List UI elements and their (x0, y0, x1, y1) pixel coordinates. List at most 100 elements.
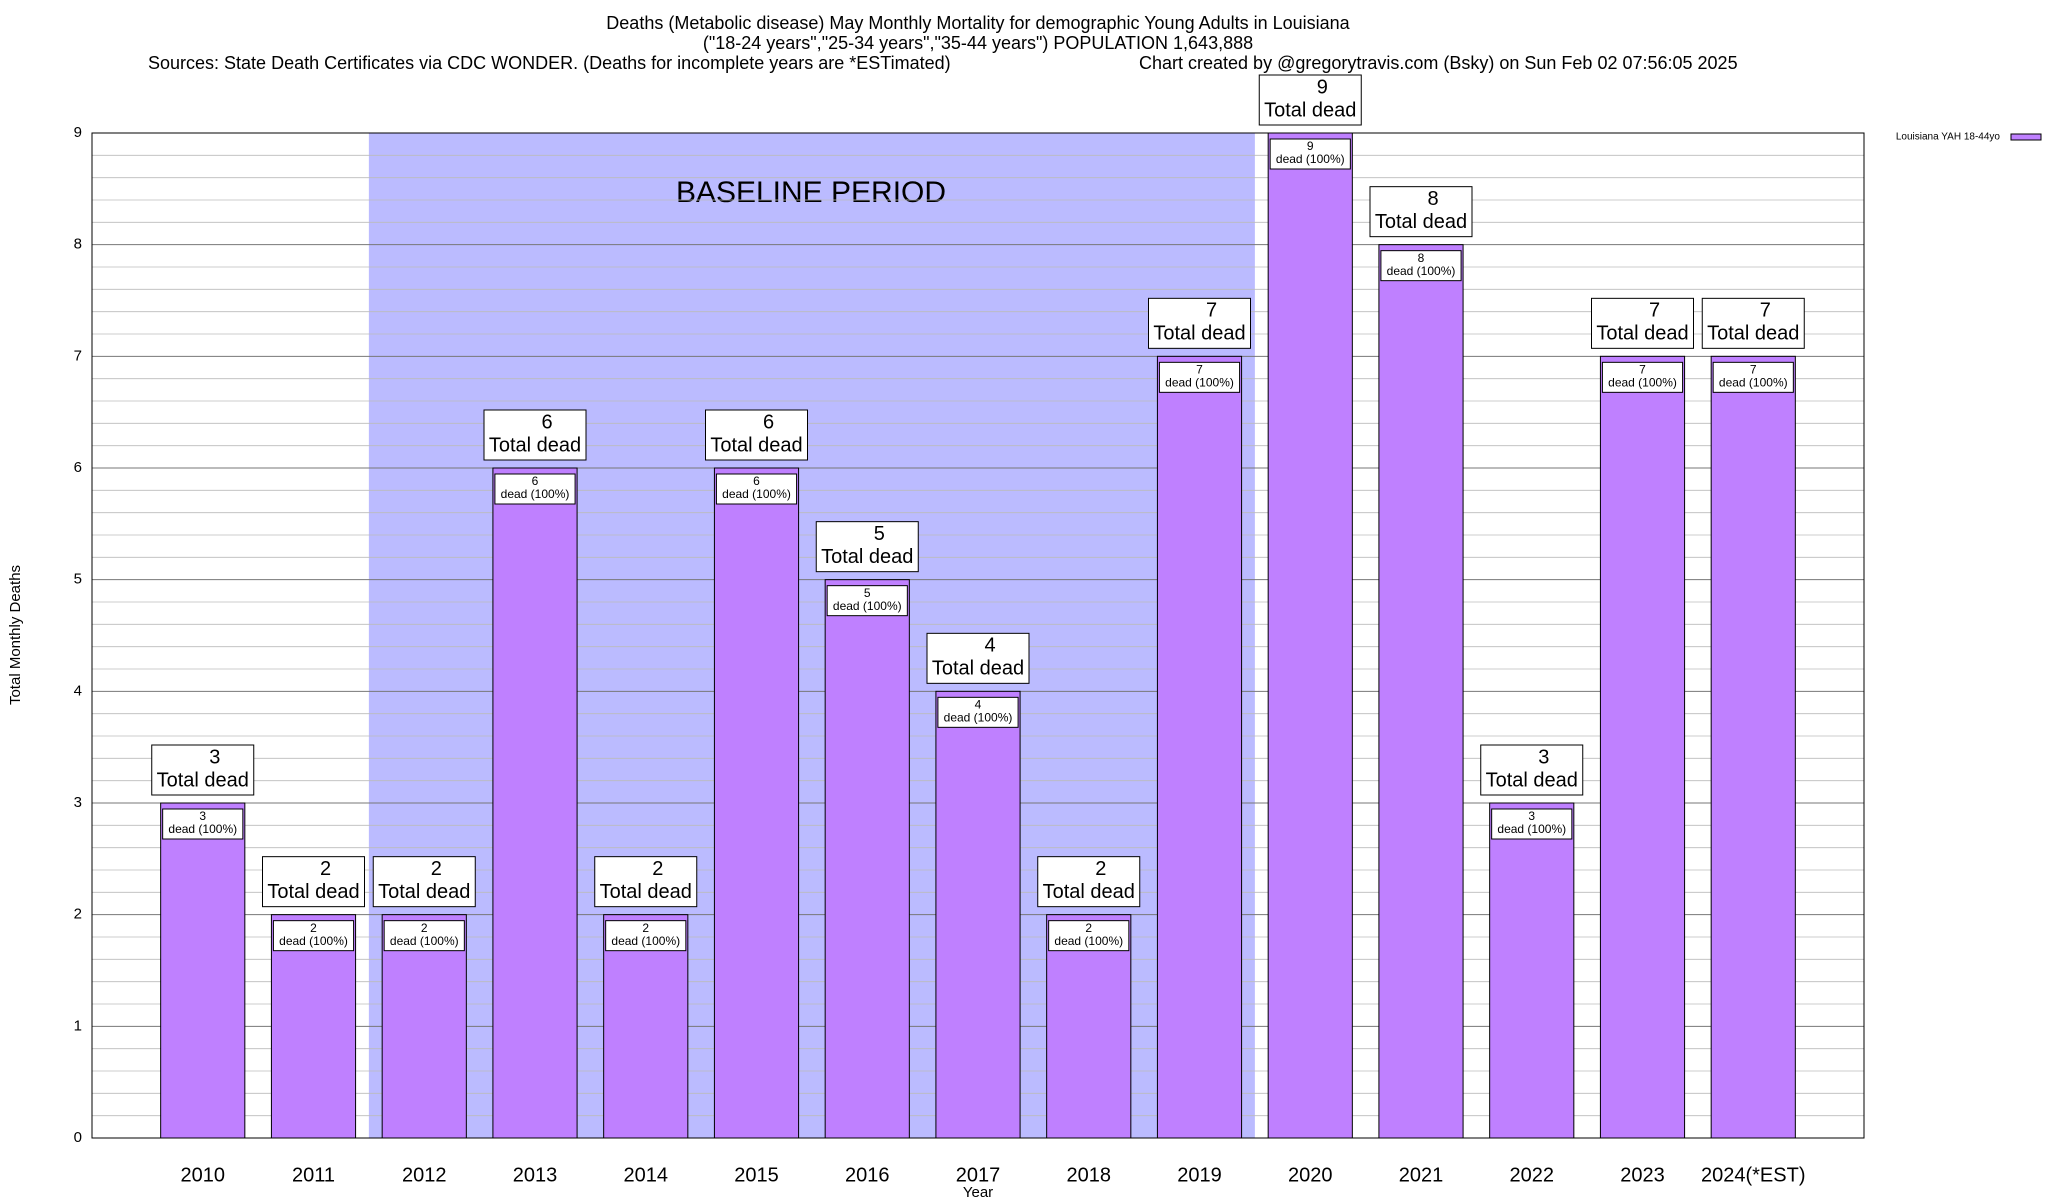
bar (713, 467, 800, 1139)
y-tick-label: 9 (74, 124, 82, 141)
total-label: Total dead (932, 658, 1024, 680)
inner-label-box (1380, 250, 1462, 282)
total-label: Total dead (267, 881, 359, 903)
value-label: 5 (874, 523, 885, 545)
x-tick-label: 2019 (1177, 1164, 1222, 1186)
inner-value-label: 6 (753, 474, 760, 488)
outer-label-box (1591, 297, 1694, 349)
value-label: 2 (652, 858, 663, 880)
bar (160, 802, 246, 1139)
bar (1267, 132, 1353, 1139)
y-tick-label: 7 (74, 347, 82, 364)
bar (270, 914, 357, 1139)
x-tick-label: 2012 (402, 1164, 447, 1186)
value-label: 7 (1206, 300, 1217, 322)
inner-label-box (605, 920, 687, 952)
outer-label-box (705, 409, 808, 461)
baseline-label: BASELINE PERIOD (676, 176, 946, 209)
inner-value-label: 7 (1639, 363, 1646, 377)
chart-source: Sources: State Death Certificates via CD… (148, 53, 951, 73)
inner-share-label: dead (100%) (1276, 152, 1345, 166)
inner-share-label: dead (100%) (833, 599, 902, 613)
inner-label-box (1048, 920, 1130, 952)
value-label: 3 (1538, 746, 1549, 768)
x-tick-label: 2015 (734, 1164, 779, 1186)
inner-share-label: dead (100%) (1165, 376, 1234, 390)
inner-label-box (1269, 138, 1351, 170)
total-label: Total dead (1707, 323, 1799, 345)
inner-share-label: dead (100%) (501, 487, 570, 501)
bar (935, 690, 1021, 1139)
inner-value-label: 7 (1750, 363, 1757, 377)
inner-value-label: 2 (310, 921, 317, 935)
y-tick-label: 4 (74, 682, 82, 699)
x-tick-label: 2013 (513, 1164, 558, 1186)
y-tick-label: 5 (74, 571, 82, 588)
outer-label-box (1369, 186, 1473, 238)
x-tick-label: 2020 (1288, 1164, 1333, 1186)
value-label: 9 (1317, 76, 1328, 98)
inner-label-box (383, 920, 465, 952)
plot-area: BASELINE PERIOD 0 1 2 3 4 5 6 7 8 9 2010 2011 2012 201… (74, 74, 2042, 1186)
inner-label-box (1158, 361, 1241, 393)
inner-label-box (937, 696, 1019, 728)
total-label: Total dead (1043, 881, 1135, 903)
inner-value-label: 7 (1196, 363, 1203, 377)
y-tick-label: 8 (74, 236, 82, 253)
y-tick-label: 0 (74, 1129, 82, 1146)
outer-label-box (372, 856, 476, 908)
value-label: 8 (1427, 188, 1438, 210)
inner-share-label: dead (100%) (1054, 934, 1123, 948)
inner-value-label: 2 (1085, 921, 1092, 935)
bar (603, 914, 689, 1139)
inner-label-box (1491, 808, 1573, 840)
total-label: Total dead (489, 434, 581, 456)
x-tick-label: 2024(*EST) (1701, 1164, 1806, 1186)
chart-subtitle: ("18-24 years","25-34 years","35-44 year… (703, 33, 1253, 53)
x-axis-label: Year (963, 1184, 993, 1200)
outer-label-box (594, 856, 698, 908)
inner-share-label: dead (100%) (279, 934, 348, 948)
inner-share-label: dead (100%) (1608, 376, 1677, 390)
x-tick-label: 2022 (1510, 1164, 1555, 1186)
outer-label-box (1480, 744, 1584, 796)
y-tick-label: 1 (74, 1017, 82, 1034)
inner-value-label: 8 (1418, 251, 1425, 265)
bar (1710, 355, 1796, 1139)
value-label: 7 (1760, 300, 1771, 322)
inner-share-label: dead (100%) (611, 934, 680, 948)
total-label: Total dead (1264, 99, 1356, 121)
x-tick-label: 2023 (1620, 1164, 1665, 1186)
y-tick-label: 2 (74, 906, 82, 923)
bar (492, 467, 578, 1139)
inner-value-label: 5 (864, 586, 871, 600)
total-label: Total dead (710, 434, 802, 456)
inner-share-label: dead (100%) (390, 934, 459, 948)
inner-value-label: 3 (1528, 809, 1535, 823)
total-label: Total dead (1596, 323, 1688, 345)
chart-credit: Chart created by @gregorytravis.com (Bsk… (1139, 53, 1738, 73)
value-label: 4 (984, 635, 995, 657)
y-tick-label: 6 (74, 459, 82, 476)
outer-label-box (262, 856, 365, 908)
bar (1046, 914, 1132, 1139)
total-label: Total dead (378, 881, 470, 903)
x-tick-label: 2017 (956, 1164, 1001, 1186)
value-label: 7 (1649, 300, 1660, 322)
inner-value-label: 6 (532, 474, 539, 488)
inner-value-label: 3 (199, 809, 206, 823)
outer-label-box (1258, 74, 1362, 126)
chart-title: Deaths (Metabolic disease) May Monthly M… (606, 13, 1350, 33)
bar (381, 914, 467, 1139)
inner-share-label: dead (100%) (1719, 376, 1788, 390)
total-label: Total dead (1375, 211, 1467, 233)
x-tick-label: 2018 (1067, 1164, 1112, 1186)
value-label: 2 (1095, 858, 1106, 880)
y-axis-label: Total Monthly Deaths (7, 565, 24, 705)
x-tick-label: 2010 (181, 1164, 226, 1186)
bar (1599, 355, 1686, 1139)
total-label: Total dead (600, 881, 692, 903)
total-label: Total dead (1486, 769, 1578, 791)
inner-share-label: dead (100%) (168, 822, 237, 836)
